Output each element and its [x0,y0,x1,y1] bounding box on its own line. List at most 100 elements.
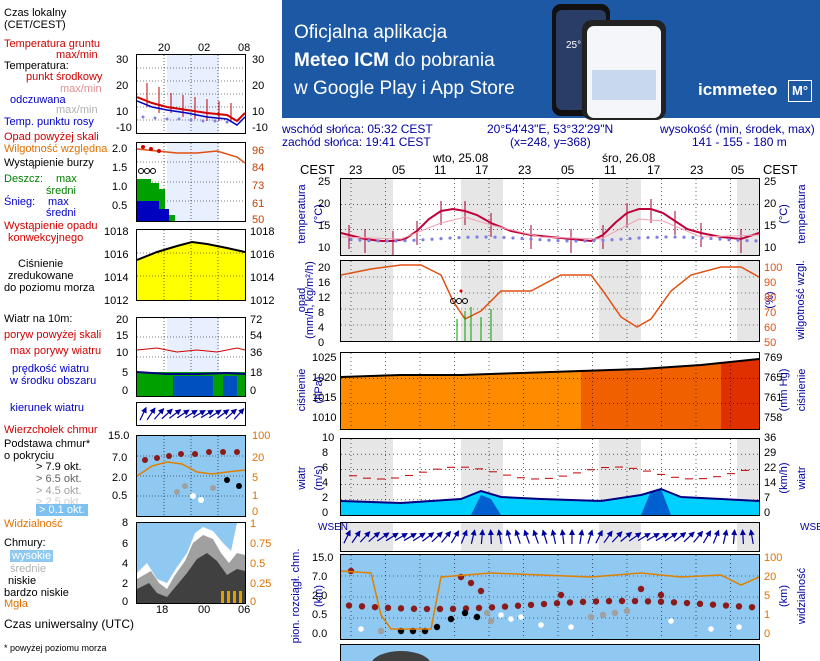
humidity-tick-right: 50 [764,337,776,349]
legend-cl-tick-l-4: 0 [122,596,128,608]
precip-tick-left: 12 [318,292,330,304]
legend-cloud-base: Podstawa chmur* [4,438,90,450]
banner-line1: Oficjalna aplikacja [294,20,447,46]
legend-hour-20: 20 [158,42,170,54]
cloud-cover-panel [340,644,760,661]
legend-cl-tick-r-3: 0.25 [250,578,271,590]
sunrise: wschód słońca: 05:32 CEST [282,122,433,136]
legend-gust-over: poryw powyżej skali [4,329,101,341]
legend-precip-chart [136,142,246,222]
legend-wind-tick-l-4: 0 [122,385,128,397]
legend-hour-08: 08 [238,42,250,54]
humidity-tick-right: 60 [764,322,776,334]
legend-cloud-top: Wierzchołek chmur [4,424,98,436]
cloud-panel [340,554,760,640]
legend-rain: Deszcz: [4,173,43,185]
legend-wind-tick-r-4: 0 [250,385,256,397]
legend-wind-tick-r-0: 72 [250,314,262,326]
legend-precip-tick-l-0: 2.0 [112,143,127,155]
legend-snow: Śnieg: [4,196,35,208]
legend-cloud-mid: średnie [10,563,46,575]
coordinates: 20°54'43"E, 53°32'29"N [487,122,613,136]
legend-precip-tick-l-1: 1.5 [112,162,127,174]
legend-base-tick-r-0: 100 [252,430,270,442]
legend-precip-tick-r-3: 61 [252,198,264,210]
temp-axis-unit-right: (°C) [778,174,790,254]
legend-temp-tick-r-4: 10 [252,106,264,118]
temp-tick-l-0: 25 [318,176,330,188]
app-promo-banner[interactable]: Oficjalna aplikacja Meteo ICM do pobrani… [282,0,820,118]
visibility-tick-right: 0 [764,628,770,640]
temp-tick-l-3: 10 [318,242,330,254]
legend-wind-mean2: w środku obszaru [10,375,96,387]
legend-wind-tick-l-2: 10 [116,347,128,359]
wind-tick-right: 0 [764,507,770,519]
legend-press-tick-r-2: 1014 [250,272,274,284]
legend-press-tick-r-3: 1012 [250,295,274,307]
legend-hour-02: 02 [198,42,210,54]
banner-line2-rest: do pobrania [389,50,495,71]
legend-pressure3: do poziomu morza [4,282,95,294]
legend-precip-tick-l-3: 0.5 [112,200,127,212]
legend-wind-tick-r-1: 54 [250,330,262,342]
legend-precip-tick-r-2: 73 [252,180,264,192]
temp-tick-l-1: 20 [318,198,330,210]
sunset: zachód słońca: 19:41 CEST [282,135,431,149]
legend-cl-tick-l-2: 4 [122,558,128,570]
elevation-title: wysokość (min, środek, max) [660,122,815,136]
wind-axis-label-left: wiatr [296,438,308,518]
legend-wind-dir: kierunek wiatru [10,402,84,414]
legend-dew-point: Temp. punktu rosy [4,116,94,128]
legend-base-tick-r-4: 0 [252,506,258,518]
legend-cloud-low: niskie [8,575,36,587]
cloud-tick-left: 7.0 [312,571,327,583]
legend-wind-tick-l-3: 5 [122,367,128,379]
legend-temp-chart [136,54,246,134]
legend-wind-tick-r-2: 36 [250,347,262,359]
legend-cl-tick-r-4: 0 [250,596,256,608]
legend-fog: Mgła [4,598,28,610]
hour-label: 17 [647,164,660,176]
legend-cl-tick-l-0: 8 [122,517,128,529]
temp-axis-label-left: temperatura [296,174,308,254]
legend-cl-tick-r-0: 1 [250,518,256,530]
brand-logo: icmmeteo [698,80,777,100]
legend-temp-tick-l-8: -10 [116,122,132,134]
legend-precip-conv: Wystąpienie opadu [4,220,97,232]
visibility-tick-right: 5 [764,590,770,602]
wind-axis-unit-right: (km/h) [778,438,790,518]
wind-tick-right: 22 [764,462,776,474]
temp-tick-r-1: 20 [764,198,776,210]
wind-direction-panel [340,522,760,552]
legend-pressure-chart [136,229,246,301]
legend-cl-tick-r-1: 0.75 [250,538,271,550]
wind-tick-left: 6 [322,462,328,474]
elevation-values: 141 - 155 - 180 m [692,135,787,149]
press-axis-label-right: ciśnienie [796,350,808,430]
wind-tick-left: 8 [322,447,328,459]
temp-axis-label-right: temperatura [796,174,808,254]
temp-tick-r-0: 25 [764,176,776,188]
cloud-axis-label-left: pion. rozciągł. chm. [290,536,302,656]
temperature-panel [340,178,760,256]
legend-pressure: Ciśnienie [18,258,63,270]
humidity-tick-right: 90 [764,277,776,289]
legend-wind-tick-l-1: 15 [116,330,128,342]
legend-press-tick-r-1: 1016 [250,249,274,261]
pressure-tick-right: 769 [764,352,782,364]
visibility-tick-right: 100 [764,552,782,564]
legend-pressure2: zredukowane [8,270,73,282]
compass-left: WSEN [318,522,338,534]
visibility-tick-right: 1 [764,609,770,621]
precipitation-panel [340,260,760,342]
wind-axis-label-right: wiatr [796,438,808,518]
precip-axis-label-right: wilgotność wzgl. [795,245,807,355]
hour-label: 23 [349,164,362,176]
humidity-tick-right: 70 [764,307,776,319]
legend-precip-conv2: konwekcyjnego [8,232,83,244]
humidity-tick-right: 80 [764,292,776,304]
wind-panel [340,438,760,516]
pressure-tick-left: 1010 [312,412,336,424]
legend-rain-max: max [56,173,77,185]
precip-tick-left: 0 [318,337,324,349]
